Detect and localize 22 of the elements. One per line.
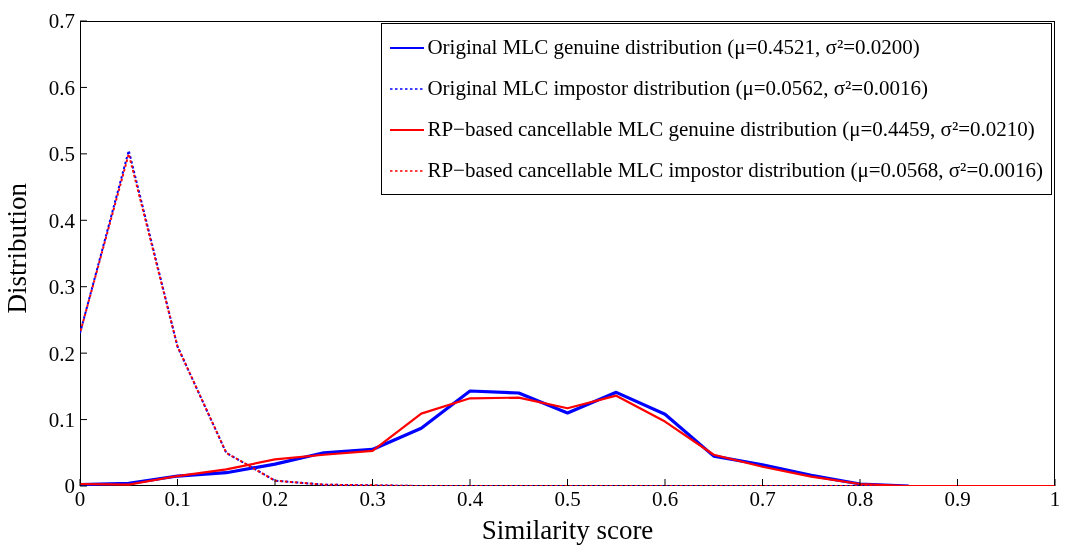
x-tick-label: 0.7 (749, 486, 776, 511)
y-tick-label: 0.3 (48, 275, 75, 300)
y-tick-label: 0.1 (48, 408, 75, 433)
legend-label: Original MLC genuine distribution (μ=0.4521, σ²=0.0200) (427, 35, 920, 60)
x-tick-label: 0.6 (651, 486, 679, 511)
x-tick-label: 0.1 (164, 486, 191, 511)
y-tick-label: 0.7 (48, 9, 75, 34)
y-tick-label: 0.5 (48, 142, 75, 167)
y-tick-label: 0.2 (48, 341, 75, 366)
x-tick-label: 1 (1049, 486, 1061, 511)
x-tick-label: 0.3 (359, 486, 386, 511)
legend-label: RP−based cancellable MLC impostor distribution (μ=0.0568, σ²=0.0016) (427, 158, 1043, 183)
x-tick-label: 0.9 (944, 486, 971, 511)
x-axis-title: Similarity score (480, 514, 655, 546)
legend-label: Original MLC impostor distribution (μ=0.0562, σ²=0.0016) (427, 76, 928, 101)
y-tick-label: 0.4 (48, 208, 76, 233)
x-tick-label: 0.8 (846, 486, 874, 511)
x-tick-label: 0.5 (554, 486, 581, 511)
x-tick-label: 0.2 (261, 486, 289, 511)
legend-label: RP−based cancellable MLC genuine distribution (μ=0.4459, σ²=0.0210) (427, 117, 1035, 142)
y-tick-label: 0.6 (48, 75, 75, 100)
x-tick-label: 0.4 (456, 486, 484, 511)
